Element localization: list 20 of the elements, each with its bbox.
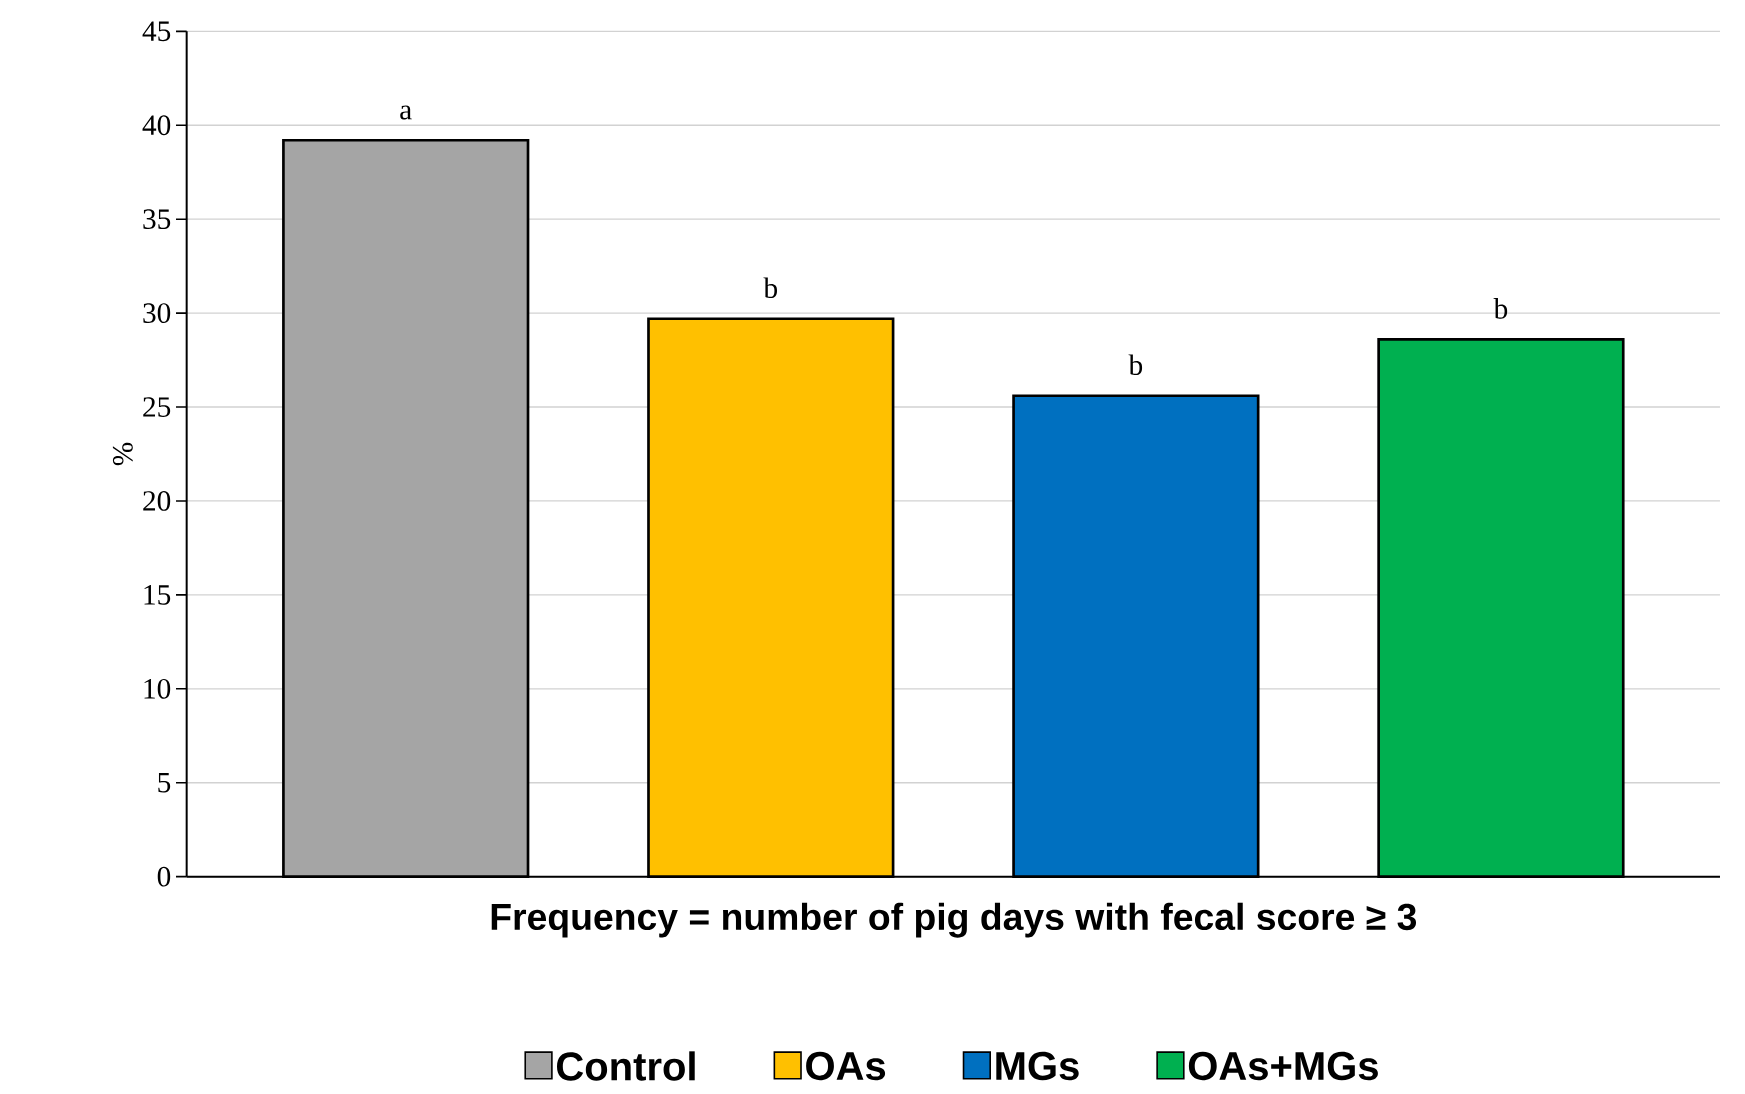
legend-label: OAs+MGs (1188, 1051, 1378, 1081)
y-tick-label: 45 (142, 21, 171, 42)
y-tick-label: 35 (143, 209, 171, 230)
legend-label: OAs (806, 1051, 886, 1081)
x-axis-title: Frequency = number of pig days with fecal score ≥ 3 (491, 902, 1417, 938)
y-tick-label: 20 (143, 491, 171, 511)
annotation: b (763, 277, 778, 299)
y-tick-label: 15 (144, 585, 171, 605)
y-axis-title: % (112, 442, 133, 466)
legend-label: Control (556, 1051, 695, 1081)
annotation: b (1493, 298, 1508, 319)
annotation: b (1128, 354, 1143, 376)
y-tick-label: 30 (143, 303, 171, 323)
y-tick-label: 10 (144, 678, 171, 699)
y-tick-label: 5 (158, 772, 171, 793)
y-tick-label: 0 (157, 866, 171, 887)
y-tick-label: 40 (142, 115, 171, 136)
annotation: a (400, 105, 412, 120)
y-tick-label: 25 (143, 397, 171, 417)
legend-label: MGs (996, 1051, 1079, 1081)
